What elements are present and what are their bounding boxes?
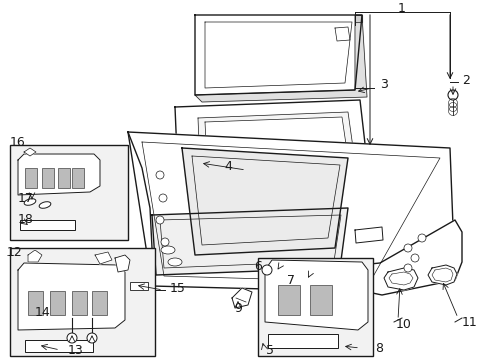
Text: 7: 7 bbox=[286, 274, 294, 287]
Ellipse shape bbox=[24, 199, 36, 205]
Text: 1: 1 bbox=[397, 1, 405, 14]
Text: 12: 12 bbox=[7, 246, 23, 258]
Text: 15: 15 bbox=[170, 282, 185, 294]
Text: 17: 17 bbox=[18, 193, 34, 206]
Polygon shape bbox=[195, 15, 366, 102]
Text: 10: 10 bbox=[395, 319, 411, 332]
Polygon shape bbox=[349, 220, 461, 295]
Polygon shape bbox=[175, 100, 367, 178]
Circle shape bbox=[156, 171, 163, 179]
Text: 16: 16 bbox=[10, 136, 26, 149]
Text: 4: 4 bbox=[224, 161, 231, 174]
Polygon shape bbox=[24, 148, 36, 156]
Polygon shape bbox=[28, 250, 42, 262]
Circle shape bbox=[262, 265, 271, 275]
Bar bbox=[309, 285, 331, 315]
Circle shape bbox=[417, 234, 425, 242]
FancyBboxPatch shape bbox=[258, 258, 372, 356]
Bar bbox=[25, 340, 93, 352]
Text: 11: 11 bbox=[461, 315, 477, 328]
Polygon shape bbox=[354, 15, 361, 22]
Polygon shape bbox=[198, 112, 354, 168]
Circle shape bbox=[447, 90, 457, 100]
Circle shape bbox=[161, 238, 169, 246]
Circle shape bbox=[87, 333, 97, 343]
Bar bbox=[50, 291, 65, 315]
Bar bbox=[130, 282, 148, 290]
Circle shape bbox=[67, 333, 77, 343]
Polygon shape bbox=[204, 117, 347, 164]
Bar bbox=[92, 291, 107, 315]
Circle shape bbox=[403, 264, 411, 272]
Polygon shape bbox=[128, 132, 454, 292]
Ellipse shape bbox=[39, 202, 51, 208]
FancyBboxPatch shape bbox=[10, 145, 128, 240]
Text: 8: 8 bbox=[374, 342, 382, 355]
Polygon shape bbox=[195, 15, 361, 95]
Polygon shape bbox=[18, 263, 125, 330]
Circle shape bbox=[403, 244, 411, 252]
Polygon shape bbox=[354, 227, 382, 243]
Polygon shape bbox=[231, 288, 251, 308]
Bar bbox=[28, 291, 43, 315]
Ellipse shape bbox=[168, 258, 182, 266]
Bar bbox=[42, 168, 54, 188]
Bar bbox=[20, 220, 75, 230]
Bar bbox=[72, 168, 84, 188]
Bar bbox=[267, 334, 337, 348]
Bar bbox=[58, 168, 70, 188]
Text: 13: 13 bbox=[68, 343, 83, 356]
Text: 5: 5 bbox=[265, 343, 273, 356]
Bar bbox=[72, 291, 87, 315]
Text: 2: 2 bbox=[461, 73, 469, 86]
Polygon shape bbox=[383, 268, 417, 290]
Polygon shape bbox=[264, 260, 367, 330]
FancyBboxPatch shape bbox=[10, 248, 155, 356]
Text: 9: 9 bbox=[234, 301, 242, 315]
Bar bbox=[278, 285, 299, 315]
Text: 14: 14 bbox=[34, 306, 50, 320]
Circle shape bbox=[159, 194, 167, 202]
Polygon shape bbox=[204, 22, 351, 88]
Polygon shape bbox=[95, 252, 112, 264]
Polygon shape bbox=[427, 265, 456, 285]
Polygon shape bbox=[18, 154, 100, 195]
Ellipse shape bbox=[161, 246, 175, 254]
Circle shape bbox=[410, 254, 418, 262]
Polygon shape bbox=[334, 27, 349, 41]
Text: 3: 3 bbox=[379, 78, 387, 91]
Text: 18: 18 bbox=[18, 213, 34, 226]
Polygon shape bbox=[182, 148, 347, 255]
Bar bbox=[25, 168, 37, 188]
Text: 6: 6 bbox=[254, 261, 262, 274]
Polygon shape bbox=[115, 255, 130, 272]
Circle shape bbox=[156, 216, 163, 224]
Polygon shape bbox=[152, 208, 347, 275]
